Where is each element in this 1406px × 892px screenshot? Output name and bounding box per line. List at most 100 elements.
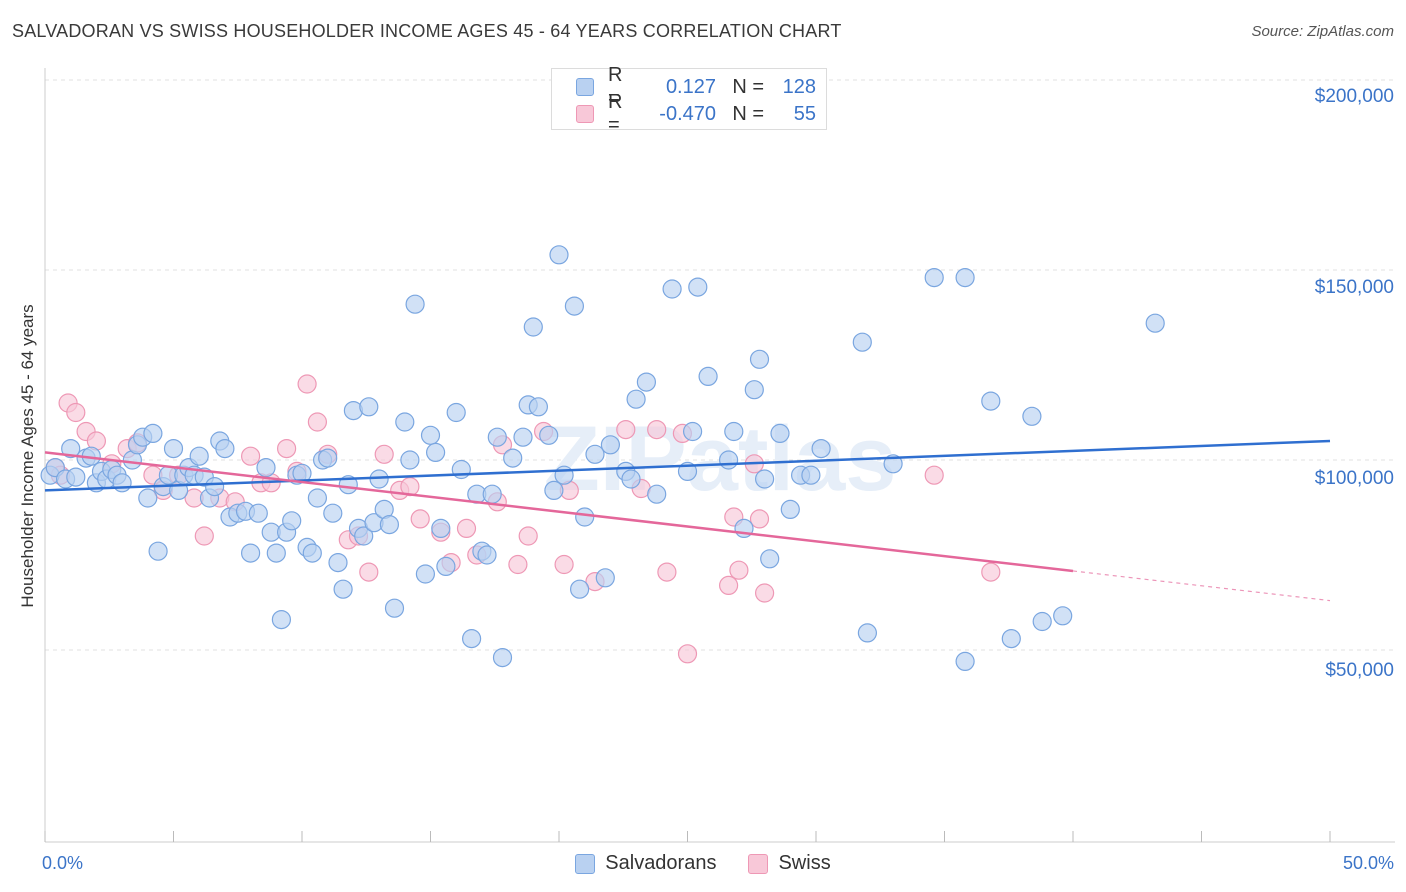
salvadoran-point bbox=[318, 448, 338, 468]
swiss-point bbox=[924, 465, 944, 485]
legend-swatch-pink bbox=[576, 105, 594, 123]
salvadoran-point bbox=[143, 423, 163, 443]
y-tick-label: $200,000 bbox=[1314, 86, 1394, 107]
x-min-label: 0.0% bbox=[42, 853, 84, 873]
salvadoran-point bbox=[955, 268, 975, 288]
salvadoran-point bbox=[760, 549, 780, 569]
swiss-point bbox=[981, 562, 1001, 582]
legend-row-swiss: R = -0.470 N = 55 bbox=[576, 91, 816, 136]
salvadoran-point bbox=[523, 317, 543, 337]
salvadoran-point bbox=[302, 543, 322, 563]
salvadoran-point bbox=[544, 480, 564, 500]
swiss-point bbox=[677, 644, 698, 664]
salvadoran-point bbox=[462, 628, 482, 649]
swiss-point bbox=[456, 518, 477, 539]
salvadoran-point bbox=[554, 465, 574, 485]
salvadoran-points bbox=[40, 245, 1165, 672]
salvadoran-point bbox=[482, 484, 502, 504]
salvadoran-point bbox=[852, 332, 872, 352]
legend-swatch-blue bbox=[576, 78, 594, 96]
salvadoran-point bbox=[698, 366, 718, 386]
salvadoran-point bbox=[163, 439, 184, 459]
swiss-point bbox=[518, 526, 538, 546]
salvadoran-point bbox=[400, 450, 420, 470]
source-credit: Source: ZipAtlas.com bbox=[1251, 23, 1394, 40]
trend-line-swiss bbox=[44, 451, 1074, 573]
salvadoran-point bbox=[248, 503, 268, 523]
salvadoran-point bbox=[682, 421, 703, 442]
salvadoran-point bbox=[256, 458, 276, 478]
salvadoran-point bbox=[585, 444, 605, 464]
salvadoran-point bbox=[924, 268, 944, 288]
salvadoran-point bbox=[503, 448, 523, 468]
salvadoran-point bbox=[66, 467, 86, 487]
swiss-point bbox=[554, 554, 574, 575]
swiss-point bbox=[657, 562, 677, 582]
salvadoran-point bbox=[436, 556, 456, 577]
legend-swatch-blue bbox=[575, 853, 596, 874]
salvadoran-point bbox=[1032, 611, 1052, 632]
salvadoran-point bbox=[780, 499, 800, 519]
salvadoran-point bbox=[595, 568, 615, 588]
salvadoran-point bbox=[420, 425, 441, 445]
salvadoran-point bbox=[338, 475, 358, 495]
salvadoran-point bbox=[955, 651, 975, 672]
salvadoran-point bbox=[205, 477, 225, 497]
stats-legend: R = 0.127 N = 128 R = -0.470 N = 55 bbox=[551, 64, 827, 136]
salvadoran-point bbox=[513, 427, 533, 447]
y-tick-label: $100,000 bbox=[1314, 468, 1394, 489]
salvadoran-point bbox=[801, 465, 821, 485]
salvadoran-point bbox=[883, 454, 903, 474]
salvadoran-point bbox=[282, 511, 302, 531]
salvadoran-point bbox=[811, 439, 831, 459]
swiss-point bbox=[241, 446, 261, 466]
salvadoran-point bbox=[600, 435, 621, 455]
salvadoran-point bbox=[405, 294, 425, 314]
swiss-point bbox=[749, 509, 770, 529]
swiss-point bbox=[729, 560, 749, 580]
salvadoran-point bbox=[754, 469, 775, 489]
swiss-point bbox=[508, 554, 528, 575]
y-tick-label: $50,000 bbox=[1325, 660, 1394, 681]
salvadoran-point bbox=[359, 397, 379, 417]
salvadoran-point bbox=[384, 598, 405, 618]
n-value: 55 bbox=[793, 102, 816, 125]
salvadoran-point bbox=[1053, 606, 1073, 626]
salvadoran-point bbox=[266, 543, 286, 563]
salvadoran-point bbox=[647, 484, 667, 504]
swiss-point bbox=[647, 420, 667, 440]
legend-item-salvadorans[interactable]: Salvadorans bbox=[575, 852, 716, 875]
salvadoran-point bbox=[528, 397, 549, 417]
salvadoran-point bbox=[426, 442, 446, 462]
r-label: R = bbox=[608, 91, 623, 136]
salvadoran-point bbox=[477, 545, 497, 565]
legend-item-swiss[interactable]: Swiss bbox=[748, 852, 831, 875]
swiss-point bbox=[277, 439, 297, 459]
swiss-point bbox=[754, 583, 775, 603]
chart-title: SALVADORAN VS SWISS HOUSEHOLDER INCOME A… bbox=[12, 21, 842, 41]
swiss-point bbox=[718, 575, 739, 596]
salvadoran-point bbox=[379, 514, 399, 535]
n-value: 128 bbox=[782, 75, 816, 98]
salvadoran-point bbox=[446, 402, 466, 423]
salvadoran-point bbox=[492, 647, 513, 668]
legend-swatch-pink bbox=[748, 853, 769, 874]
trend-line-extension bbox=[1072, 570, 1331, 602]
salvadoran-point bbox=[395, 412, 415, 432]
salvadoran-point bbox=[744, 380, 764, 400]
legend-label: Swiss bbox=[778, 852, 831, 874]
salvadoran-point bbox=[569, 579, 590, 599]
salvadoran-point bbox=[431, 518, 451, 539]
salvadoran-point bbox=[539, 425, 559, 445]
legend-label: Salvadorans bbox=[605, 852, 717, 874]
salvadoran-point bbox=[575, 507, 595, 527]
salvadoran-point bbox=[241, 543, 261, 563]
swiss-point bbox=[374, 444, 394, 464]
salvadoran-point bbox=[1001, 628, 1021, 649]
r-value: -0.470 bbox=[659, 102, 716, 125]
salvadoran-point bbox=[189, 446, 209, 466]
salvadoran-point bbox=[112, 473, 132, 493]
salvadoran-point bbox=[749, 349, 770, 369]
salvadoran-point bbox=[215, 439, 235, 459]
